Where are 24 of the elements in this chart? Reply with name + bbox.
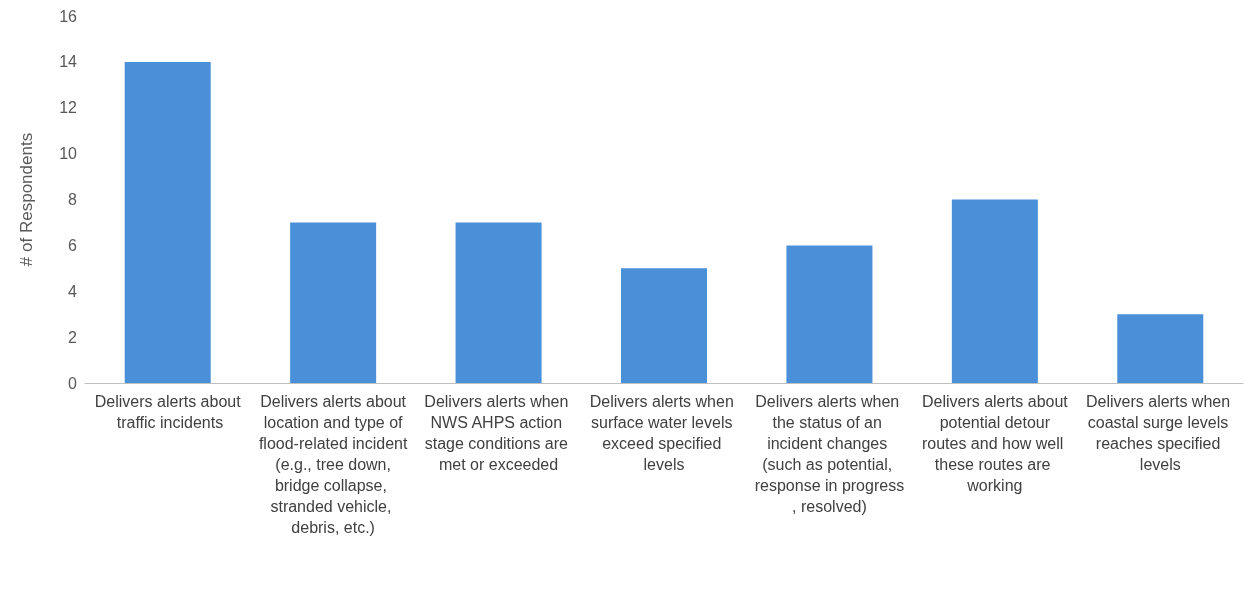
bar	[290, 222, 377, 383]
y-tick-label: 8	[68, 191, 78, 208]
x-tick-label: Delivers alerts about location and type of flood-related incident (e.g., tree down, bridge collapse, stranded vehicle, debris, etc.)	[258, 393, 408, 536]
bar	[124, 61, 211, 383]
x-tick-label: Delivers alerts when surface water levels exceed specified levels	[589, 393, 739, 473]
x-tick-label: Delivers alerts when the status of an incident changes (such as potential, response in progress, resolved)	[754, 393, 905, 515]
bar	[1117, 314, 1204, 383]
y-tick-label: 10	[59, 145, 78, 163]
y-tick-label: 6	[68, 236, 78, 254]
bar	[620, 268, 708, 383]
bar	[455, 222, 542, 383]
y-tick-label: 12	[59, 99, 78, 117]
y-tick-label: 14	[59, 53, 78, 71]
bar	[786, 245, 873, 383]
bar	[951, 199, 1038, 383]
x-tick-label: Delivers alerts when NWS AHPS action stage conditions are met or exceeded	[424, 393, 573, 473]
y-tick-label: 2	[68, 328, 78, 346]
y-tick-label: 16	[59, 7, 78, 25]
x-tick-label: Delivers alerts when coastal surge levels reaches specified levels	[1086, 393, 1235, 473]
x-tick-label: Delivers alerts about potential detour routes and how well these routes are working	[921, 393, 1069, 494]
x-tick-label: Delivers alerts about traffic incidents	[94, 393, 242, 431]
y-tick-label: 0	[68, 374, 78, 392]
y-axis-title: # of Respondents	[17, 132, 36, 267]
y-tick-label: 4	[68, 282, 78, 300]
